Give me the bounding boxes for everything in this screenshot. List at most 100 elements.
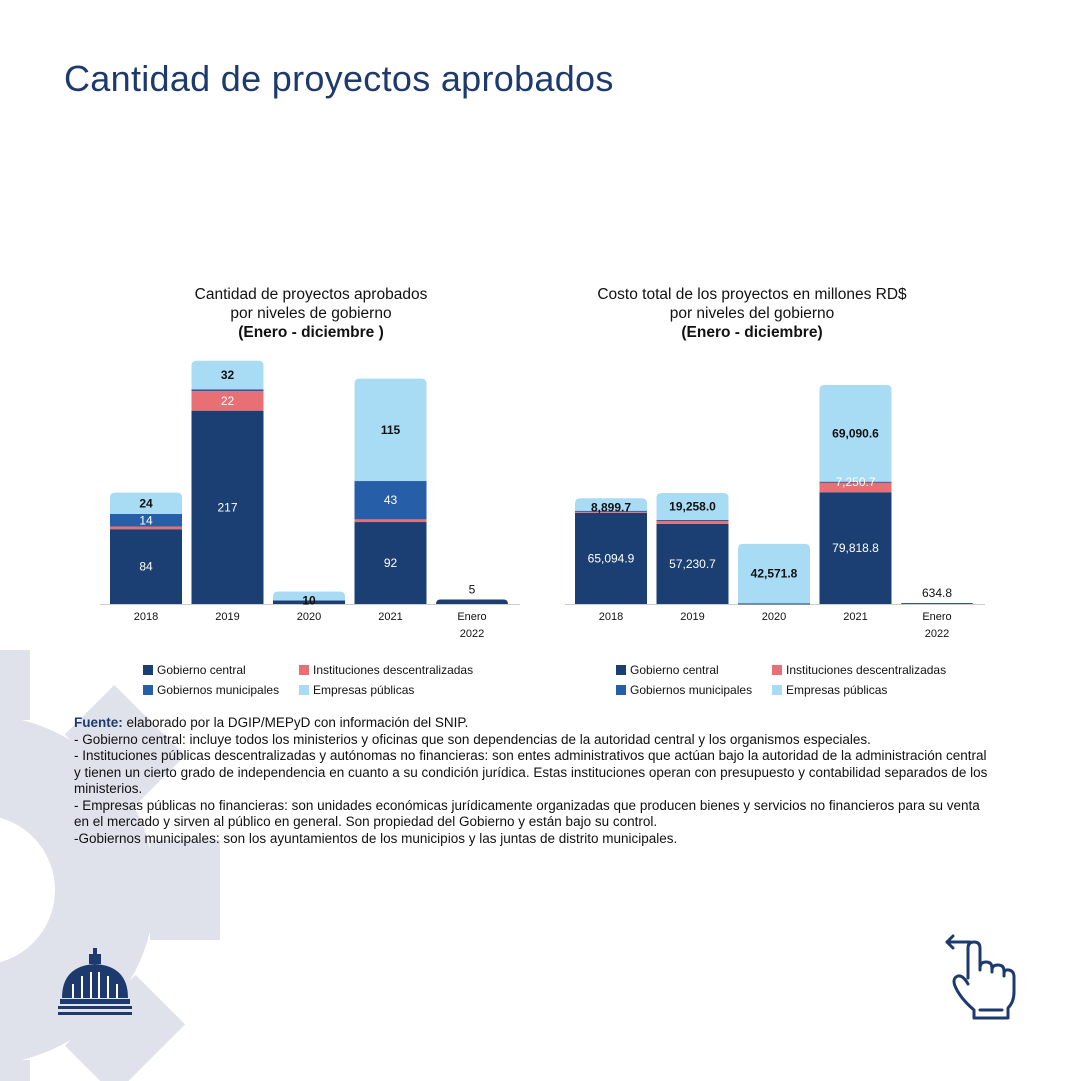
- legend-item-gobiernos-municipales: Gobiernos municipales: [616, 683, 772, 697]
- chart-1-subtitle: por niveles de gobierno: [230, 305, 392, 322]
- bar-segment-gobierno-central: [110, 529, 182, 604]
- bar-segment-empresas-publicas: [575, 498, 647, 511]
- source-notes: Fuente: elaborado por la DGIP/MEPyD con …: [74, 715, 994, 847]
- note-gobierno-central: - Gobierno central: incluye todos los mi…: [74, 731, 871, 747]
- note-gobiernos-municipales: -Gobiernos municipales: son los ayuntami…: [74, 830, 678, 846]
- bar-segment-empresas-publicas: [110, 492, 182, 515]
- data-label: 115: [381, 423, 401, 437]
- bar-segment-empresas-publicas: [191, 360, 264, 390]
- bar-segment-empresas-publicas: [273, 591, 345, 601]
- legend-item-gobierno-central: Gobierno central: [143, 663, 299, 677]
- legend-swatch: [772, 665, 782, 675]
- data-label: 7,250.7: [835, 475, 875, 489]
- category-label: 2019: [680, 611, 704, 623]
- bar-segment-instituciones: [191, 391, 264, 411]
- bar-segment-gobierno-central: [738, 603, 810, 605]
- chart-2-period: (Enero - diciembre): [681, 324, 823, 341]
- bar-segment-gobierno-central: [819, 492, 892, 604]
- source-label: Fuente:: [74, 715, 123, 730]
- legend-item-instituciones: Instituciones descentralizadas: [299, 663, 473, 677]
- data-label: 14: [139, 513, 153, 527]
- data-label: 69,090.6: [832, 426, 879, 440]
- bar-segment-gobiernos-municipales: [656, 519, 729, 521]
- data-label: 32: [221, 368, 235, 382]
- legend-item-gobierno-central: Gobierno central: [616, 663, 772, 677]
- data-label: 5: [469, 583, 476, 597]
- bar-segment-gobiernos-municipales: [110, 514, 182, 527]
- bar-segment-empresas-publicas: [738, 543, 810, 604]
- legend-item-instituciones: Instituciones descentralizadas: [772, 663, 946, 677]
- legend-label: Instituciones descentralizadas: [786, 663, 947, 677]
- chart-2-subtitle: por niveles del gobierno: [669, 305, 835, 322]
- category-label: 2018: [134, 611, 158, 623]
- government-dome-icon: [58, 948, 132, 1015]
- bar-segment-gobierno-central: [354, 522, 427, 604]
- note-instituciones: - Instituciones públicas descentralizada…: [74, 748, 988, 796]
- chart-1-legend: Gobierno central Instituciones descentra…: [143, 660, 473, 700]
- chart-projects-cost: 65,094.9 8,899.7 2018 57,230.7 19,258.0 2019 4…: [565, 384, 985, 640]
- legend-label: Gobiernos municipales: [157, 683, 280, 697]
- data-label: 217: [217, 500, 237, 514]
- data-label: 65,094.9: [588, 551, 635, 565]
- chart-2-legend: Gobierno central Instituciones descentra…: [616, 660, 946, 700]
- legend-label: Empresas públicas: [313, 683, 415, 697]
- legend-label: Gobierno central: [157, 663, 246, 677]
- bar-segment-gobierno-central: [273, 600, 345, 604]
- legend-swatch: [143, 665, 153, 675]
- legend-swatch: [299, 665, 309, 675]
- legend-swatch: [772, 685, 782, 695]
- page-title: Cantidad de proyectos aprobados: [64, 58, 614, 99]
- bar-segment-gobierno-central: [436, 599, 508, 604]
- chart-2-title: Costo total de los proyectos en millones…: [532, 285, 972, 342]
- legend-swatch: [616, 685, 626, 695]
- bar-segment-gobierno-central: [191, 410, 264, 604]
- bar-segment-instituciones: [575, 511, 647, 513]
- legend-label: Instituciones descentralizadas: [313, 663, 474, 677]
- bar-segment-empresas-publicas: [819, 384, 892, 482]
- category-label: 2020: [762, 611, 786, 623]
- legend-swatch: [143, 685, 153, 695]
- bar-segment-empresas-publicas: [656, 492, 729, 520]
- bar-segment-gobierno-central: [575, 512, 647, 604]
- legend-item-gobiernos-municipales: Gobiernos municipales: [143, 683, 299, 697]
- category-label: 2022: [460, 628, 484, 640]
- chart-1-title: Cantidad de proyectos aprobados por nive…: [91, 285, 531, 342]
- data-label: 8,899.7: [591, 500, 631, 514]
- legend-swatch: [299, 685, 309, 695]
- data-label: 92: [384, 556, 398, 570]
- category-label: 2020: [297, 611, 321, 623]
- chart-1-period: (Enero - diciembre ): [238, 324, 384, 341]
- data-label: 24: [139, 496, 153, 510]
- category-label: 2018: [599, 611, 623, 623]
- category-label: 2021: [843, 611, 867, 623]
- bar-segment-gobiernos-municipales: [354, 481, 427, 520]
- data-label: 43: [384, 493, 398, 507]
- bar-segment-gobierno-central: [656, 523, 729, 604]
- bar-segment-instituciones: [819, 482, 892, 493]
- legend-label: Empresas públicas: [786, 683, 888, 697]
- legend-item-empresas-publicas: Empresas públicas: [772, 683, 887, 697]
- data-label: 84: [139, 560, 153, 574]
- legend-label: Gobiernos municipales: [630, 683, 753, 697]
- source-line: Fuente: elaborado por la DGIP/MEPyD con …: [74, 715, 994, 732]
- bar-segment-empresas-publicas: [354, 378, 427, 482]
- legend-item-empresas-publicas: Empresas públicas: [299, 683, 414, 697]
- data-label: 79,818.8: [832, 541, 879, 555]
- swipe-hand-icon: [945, 934, 1016, 1020]
- data-label: 10: [302, 594, 316, 608]
- bar-segment-instituciones: [110, 526, 182, 530]
- chart-1-title-line: Cantidad de proyectos aprobados: [194, 286, 428, 303]
- category-label: 2021: [378, 611, 402, 623]
- bar-segment-gobiernos-municipales: [575, 510, 647, 512]
- source-text: elaborado por la DGIP/MEPyD con informac…: [122, 715, 469, 730]
- category-label: 2022: [925, 628, 949, 640]
- bar-segment-gobiernos-municipales: [819, 481, 892, 483]
- bar-segment-gobiernos-municipales: [191, 389, 264, 392]
- category-label: 2019: [215, 611, 239, 623]
- category-label: Enero: [457, 611, 486, 623]
- category-label: Enero: [922, 611, 951, 623]
- note-empresas-publicas: - Empresas públicas no financieras: son …: [74, 797, 980, 830]
- data-label: 19,258.0: [669, 499, 716, 513]
- bar-segment-gobierno-central: [901, 603, 973, 604]
